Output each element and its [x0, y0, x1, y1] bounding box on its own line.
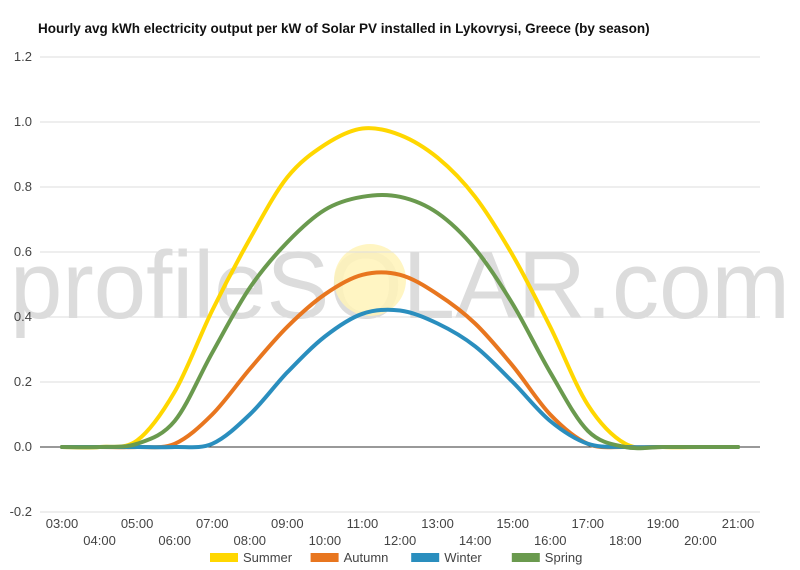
y-tick-label: 0.4: [14, 309, 32, 324]
x-tick-label: 06:00: [158, 533, 191, 548]
y-tick-label: 0.6: [14, 244, 32, 259]
y-tick-label: 0.8: [14, 179, 32, 194]
x-tick-label: 11:00: [347, 516, 379, 531]
x-tick-label: 20:00: [684, 533, 717, 548]
series-lines: [60, 126, 740, 451]
x-tick-label: 17:00: [572, 516, 605, 531]
y-tick-label: 0.2: [14, 374, 32, 389]
x-tick-label: 05:00: [121, 516, 154, 531]
y-axis-ticks: -0.2 0.0 0.2 0.4 0.6 0.8 1.0 1.2: [10, 49, 32, 519]
chart-title: Hourly avg kWh electricity output per kW…: [38, 21, 650, 36]
x-tick-label: 12:00: [384, 533, 417, 548]
x-tick-label: 07:00: [196, 516, 229, 531]
x-tick-label: 10:00: [309, 533, 342, 548]
legend-label-spring: Spring: [545, 550, 583, 565]
x-tick-label: 16:00: [534, 533, 567, 548]
series-line-summer: [60, 126, 740, 450]
legend-swatch-summer: [210, 553, 238, 562]
legend-label-winter: Winter: [444, 550, 482, 565]
legend-swatch-autumn: [310, 553, 339, 562]
grid-lines: [40, 56, 760, 513]
y-tick-label: 1.0: [14, 114, 32, 129]
x-tick-label: 19:00: [647, 516, 680, 531]
x-axis-ticks: 03:00 05:00 07:00 09:00 11:00 13:00 15:00 17:00…: [46, 516, 755, 548]
legend[interactable]: Summer Autumn Winter Spring: [210, 550, 582, 565]
x-tick-label: 09:00: [271, 516, 304, 531]
x-tick-label: 03:00: [46, 516, 79, 531]
x-tick-label: 13:00: [421, 516, 454, 531]
x-tick-label: 14:00: [459, 533, 492, 548]
series-line-spring: [60, 192, 740, 451]
x-tick-label: 08:00: [234, 533, 267, 548]
x-tick-label: 21:00: [722, 516, 755, 531]
legend-label-autumn: Autumn: [344, 550, 389, 565]
x-tick-label: 18:00: [609, 533, 642, 548]
x-tick-label: 04:00: [83, 533, 116, 548]
y-tick-label: 0.0: [14, 439, 32, 454]
legend-swatch-winter: [411, 553, 440, 562]
legend-swatch-spring: [511, 553, 540, 562]
x-tick-label: 15:00: [496, 516, 529, 531]
y-tick-label: 1.2: [14, 49, 32, 64]
watermark-sun-icon: [334, 244, 406, 316]
y-tick-label: -0.2: [10, 504, 32, 519]
legend-label-summer: Summer: [243, 550, 293, 565]
